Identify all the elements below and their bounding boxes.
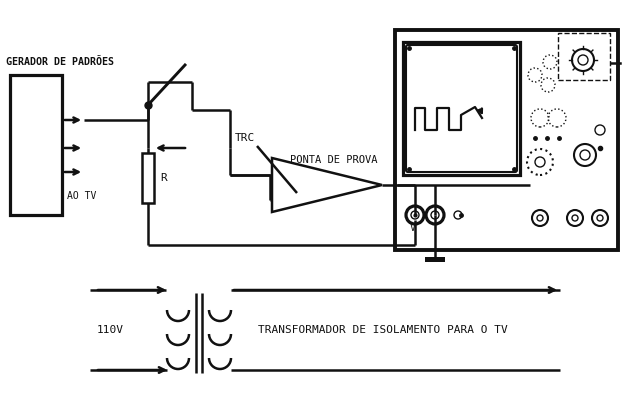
Text: V: V bbox=[410, 223, 416, 233]
Text: AO TV: AO TV bbox=[67, 191, 96, 201]
Text: 110V: 110V bbox=[96, 325, 124, 335]
Bar bbox=[142, 153, 154, 203]
Text: TRC: TRC bbox=[235, 133, 255, 143]
Text: PONTA DE PROVA: PONTA DE PROVA bbox=[290, 155, 378, 165]
Bar bbox=[395, 30, 618, 250]
Text: GERADOR DE PADRÕES: GERADOR DE PADRÕES bbox=[6, 57, 114, 67]
Bar bbox=[425, 257, 445, 262]
Text: TRANSFORMADOR DE ISOLAMENTO PARA O TV: TRANSFORMADOR DE ISOLAMENTO PARA O TV bbox=[258, 325, 508, 335]
Bar bbox=[558, 33, 610, 80]
Text: R: R bbox=[160, 173, 167, 183]
Bar bbox=[403, 42, 520, 175]
Bar bbox=[10, 75, 62, 215]
